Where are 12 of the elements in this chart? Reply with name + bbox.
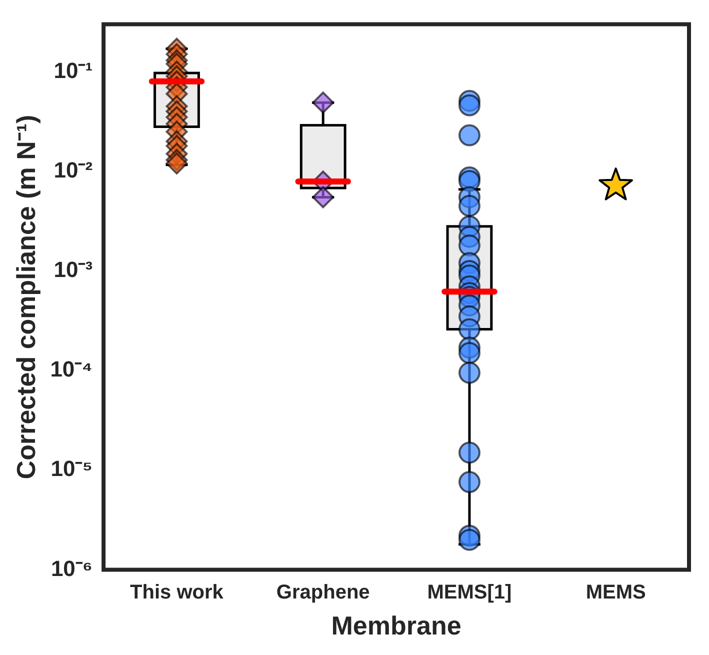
x-tick-label: MEMS[1] <box>427 581 512 604</box>
x-tick-label: Graphene <box>276 581 370 604</box>
y-tick-label: 10⁻³ <box>54 257 93 282</box>
y-axis-title: Corrected compliance (m N⁻¹) <box>10 114 41 480</box>
y-tick-label: 10⁻⁴ <box>50 356 93 382</box>
y-tick-label: 10⁻⁵ <box>50 456 93 482</box>
x-axis-title: Membrane <box>331 610 462 641</box>
y-tick-label: 10⁻² <box>54 157 93 182</box>
x-tick-label: This work <box>130 581 224 604</box>
x-tick-label: MEMS <box>586 581 646 604</box>
y-tick-label: 10⁻¹ <box>54 58 93 83</box>
y-tick-label: 10⁻⁶ <box>50 556 93 581</box>
